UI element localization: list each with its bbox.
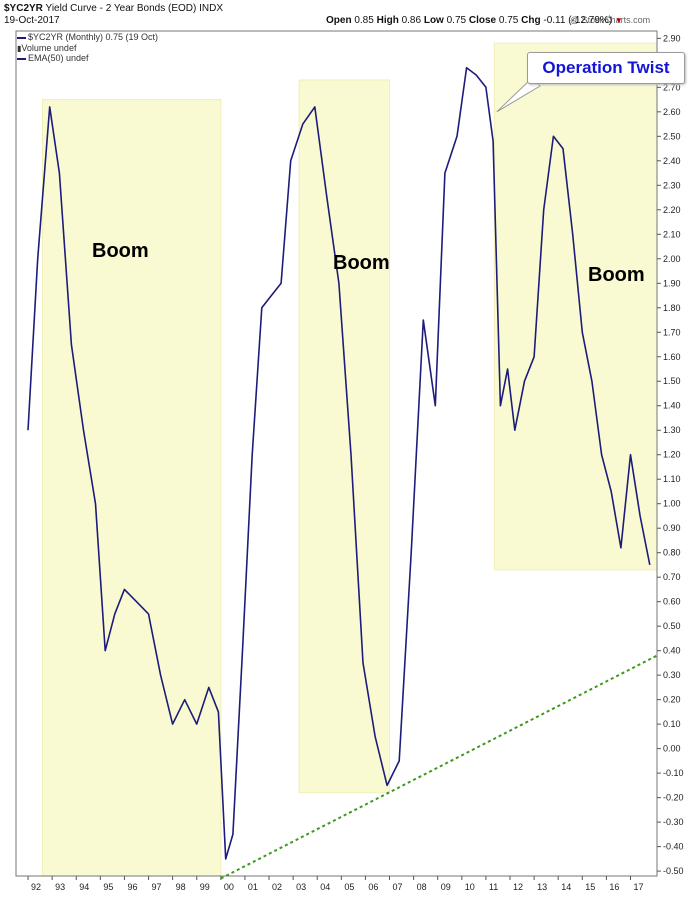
x-tick-label: 13: [537, 882, 547, 892]
y-tick-label: 2.10: [663, 229, 681, 239]
low-value: 0.75: [446, 15, 467, 26]
y-tick-label: 1.10: [663, 474, 681, 484]
y-tick-label: 0.70: [663, 572, 681, 582]
x-tick-label: 17: [633, 882, 643, 892]
close-label: Close: [468, 15, 497, 26]
symbol: $YC2YR: [4, 3, 43, 14]
plot-frame: [15, 30, 658, 877]
watermark: @ StockCharts.com: [570, 15, 651, 25]
chart-header-title: $YC2YR Yield Curve - 2 Year Bonds (EOD) …: [4, 3, 223, 14]
series-swatch-icon: [17, 36, 26, 39]
y-tick-label: 0.20: [663, 695, 681, 705]
y-tick-label: 0.90: [663, 523, 681, 533]
y-tick-label: 1.40: [663, 401, 681, 411]
x-tick-label: 15: [585, 882, 595, 892]
x-tick-label: 08: [417, 882, 427, 892]
y-tick-label: 0.60: [663, 597, 681, 607]
y-tick-label: 1.90: [663, 278, 681, 288]
annotation-boom-2: Boom: [333, 252, 390, 274]
low-label: Low: [423, 15, 444, 26]
x-tick-label: 11: [489, 882, 498, 892]
close-value: 0.75: [498, 15, 519, 26]
y-tick-label: -0.30: [663, 817, 684, 827]
x-tick-label: 94: [79, 882, 89, 892]
x-tick-label: 09: [441, 882, 451, 892]
down-triangle-icon: ▼: [614, 16, 623, 25]
annotation-boom-3: Boom: [588, 264, 645, 286]
chart-title: Yield Curve - 2 Year Bonds (EOD): [45, 3, 197, 14]
x-tick-label: 04: [320, 882, 330, 892]
y-tick-label: 1.70: [663, 327, 681, 337]
x-tick-label: 14: [561, 882, 571, 892]
x-tick-label: 99: [200, 882, 210, 892]
x-tick-label: 16: [609, 882, 619, 892]
ohlc-readout: Open 0.85 High 0.86 Low 0.75 Close 0.75 …: [326, 15, 623, 26]
open-value: 0.85: [354, 15, 374, 26]
legend-volume: ▮Volume undef: [17, 43, 76, 53]
legend-ema: EMA(50) undef: [17, 53, 89, 63]
high-value: 0.86: [401, 15, 422, 26]
chg-label: Chg: [521, 15, 541, 26]
x-tick-label: 06: [368, 882, 378, 892]
chg-value: -0.11 (-12.79%): [543, 15, 613, 26]
x-tick-label: 03: [296, 882, 306, 892]
y-tick-label: -0.50: [663, 866, 684, 876]
x-tick-label: 93: [55, 882, 65, 892]
legend-ema-label: EMA(50) undef: [28, 53, 89, 63]
y-tick-label: 2.30: [663, 180, 681, 190]
y-tick-label: 1.00: [663, 499, 681, 509]
y-tick-label: 0.80: [663, 548, 681, 558]
exchange: INDX: [199, 3, 224, 14]
y-tick-label: 1.20: [663, 450, 681, 460]
boom-period-highlight-2: [298, 79, 391, 794]
annotation-boom-1: Boom: [92, 240, 149, 262]
boom-period-highlight-3: [493, 42, 658, 571]
y-tick-label: 2.20: [663, 205, 681, 215]
y-tick-label: 1.80: [663, 303, 681, 313]
x-tick-label: 07: [393, 882, 403, 892]
y-tick-label: 2.40: [663, 156, 681, 166]
chart-date: 19-Oct-2017: [4, 15, 60, 26]
y-tick-label: 1.30: [663, 425, 681, 435]
legend-series: $YC2YR (Monthly) 0.75 (19 Oct): [17, 32, 158, 42]
y-tick-label: 1.50: [663, 376, 681, 386]
y-tick-label: 2.50: [663, 131, 681, 141]
x-tick-label: 96: [127, 882, 137, 892]
y-tick-label: 0.00: [663, 744, 681, 754]
operation-twist-callout: Operation Twist: [527, 52, 685, 84]
y-tick-label: 2.70: [663, 82, 681, 92]
x-tick-label: 10: [465, 882, 475, 892]
y-tick-label: -0.10: [663, 768, 684, 778]
x-tick-label: 00: [224, 882, 234, 892]
legend-series-label: $YC2YR (Monthly) 0.75 (19 Oct): [28, 32, 159, 42]
y-tick-label: 0.50: [663, 621, 681, 631]
x-tick-label: 97: [152, 882, 162, 892]
y-tick-label: 2.90: [663, 33, 681, 43]
y-tick-label: 0.40: [663, 646, 681, 656]
y-tick-label: 1.60: [663, 352, 681, 362]
volume-bars-icon: ▮: [17, 44, 22, 53]
support-trendline: [220, 654, 658, 880]
y-tick-label: -0.20: [663, 793, 684, 803]
x-tick-label: 02: [272, 882, 282, 892]
y-tick-label: 2.00: [663, 254, 681, 264]
yield-series-line: [27, 66, 651, 860]
y-tick-label: 2.60: [663, 107, 681, 117]
legend-volume-label: Volume undef: [21, 43, 77, 53]
ema-swatch-icon: [17, 57, 26, 60]
y-tick-label: 0.10: [663, 719, 681, 729]
x-tick-label: 98: [176, 882, 186, 892]
high-label: High: [376, 15, 399, 26]
x-tick-label: 12: [513, 882, 523, 892]
open-label: Open: [326, 15, 352, 26]
x-tick-label: 95: [103, 882, 113, 892]
boom-period-highlight-1: [42, 99, 222, 877]
y-tick-label: 0.30: [663, 670, 681, 680]
x-tick-label: 05: [344, 882, 354, 892]
x-tick-label: 01: [248, 882, 258, 892]
y-tick-label: -0.40: [663, 842, 684, 852]
x-tick-label: 92: [31, 882, 41, 892]
